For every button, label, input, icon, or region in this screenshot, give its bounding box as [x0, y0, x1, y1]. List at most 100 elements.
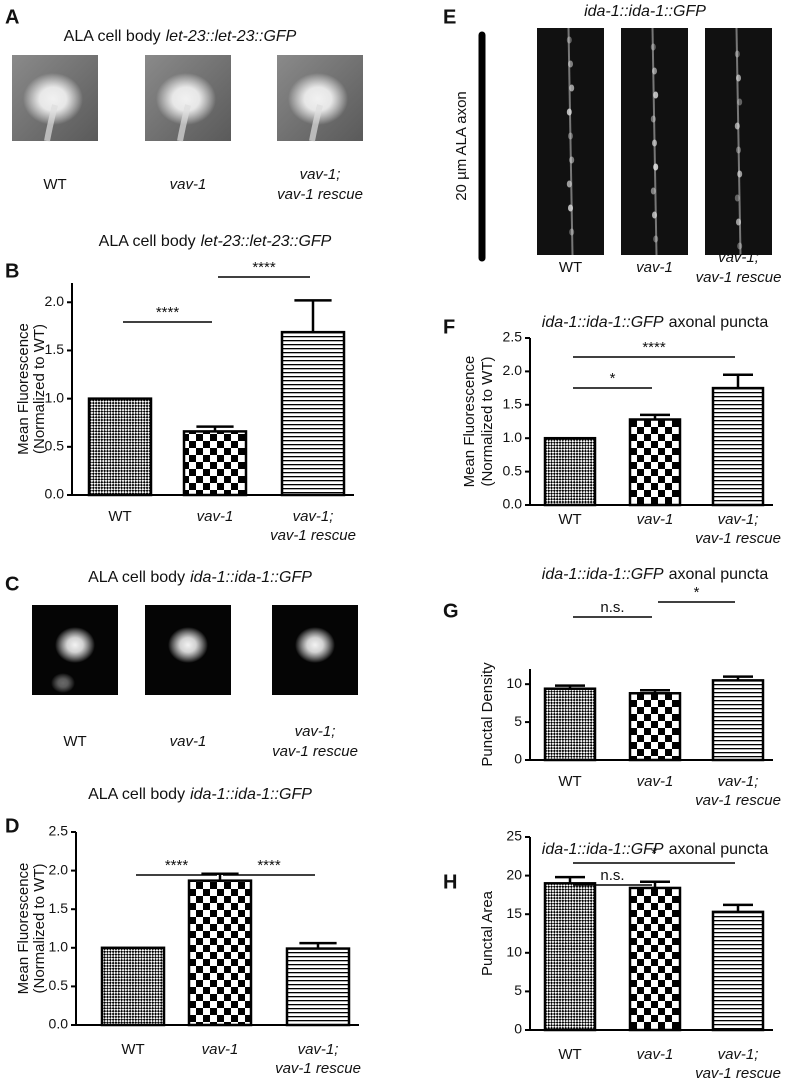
- panel-title: ida-1::ida-1::GFP axonal puncta: [542, 841, 769, 858]
- y-tick-label: 2.0: [45, 293, 65, 309]
- panel-title: ida-1::ida-1::GFP axonal puncta: [542, 566, 769, 583]
- scale-label: 20 µm ALA axon: [453, 91, 470, 201]
- y-axis-label: Punctal Area: [479, 890, 496, 976]
- x-tick-label: WT: [558, 1046, 581, 1063]
- image-caption: vav-1: [170, 733, 207, 750]
- puncta: [568, 60, 573, 68]
- y-tick-label: 2.5: [49, 823, 69, 839]
- title-part: ida-1::ida-1::GFP: [190, 786, 312, 803]
- panel-letter: H: [443, 871, 457, 893]
- puncta: [652, 139, 657, 147]
- cell-glow: [55, 627, 95, 663]
- x-tick-label: vav-1; vav-1 rescue: [695, 773, 781, 809]
- puncta: [569, 228, 575, 236]
- y-tick-label: 20: [506, 866, 522, 882]
- significance-label: ****: [252, 259, 276, 276]
- y-tick-label: 10: [506, 944, 522, 960]
- bar: [628, 692, 682, 762]
- neurite: [309, 104, 323, 142]
- x-tick-label: WT: [121, 1041, 144, 1058]
- puncta: [737, 170, 743, 178]
- y-tick-label: 0.0: [503, 496, 523, 512]
- y-tick-label: 5: [514, 713, 522, 729]
- panel-letter: D: [5, 815, 19, 837]
- image-caption: vav-1; vav-1 rescue: [696, 249, 782, 286]
- title-part: ALA cell body: [64, 28, 161, 45]
- puncta: [736, 218, 741, 226]
- y-tick-label: 1.0: [49, 939, 69, 955]
- y-tick-label: 1.5: [45, 341, 65, 357]
- panel-letter: B: [5, 260, 19, 282]
- puncta: [653, 91, 659, 99]
- puncta: [652, 67, 657, 75]
- puncta: [737, 242, 743, 250]
- cell-glow: [23, 73, 83, 125]
- title-part: ida-1::ida-1::GFP: [190, 569, 312, 586]
- y-axis-label: (Normalized to WT): [31, 863, 48, 993]
- puncta: [652, 211, 657, 219]
- y-tick-label: 1.5: [503, 396, 523, 412]
- title-part: ida-1::ida-1::GFP: [542, 566, 664, 583]
- title-part: ALA cell body: [88, 786, 185, 803]
- bar: [182, 430, 248, 497]
- panel-letter: E: [443, 6, 456, 28]
- title-part: ALA cell body: [99, 233, 196, 250]
- bar: [628, 886, 682, 1032]
- puncta: [569, 84, 575, 92]
- significance-label: n.s.: [600, 867, 624, 884]
- bar: [543, 436, 597, 507]
- significance-label: *: [694, 584, 700, 601]
- bar: [280, 330, 346, 497]
- x-tick-label: WT: [558, 773, 581, 790]
- y-tick-label: 0.5: [49, 977, 69, 993]
- y-axis-label: (Normalized to WT): [31, 324, 48, 454]
- cell-glow: [288, 73, 348, 125]
- title-part: axonal puncta: [669, 314, 769, 331]
- image-caption: WT: [63, 733, 86, 750]
- puncta: [653, 163, 659, 171]
- puncta: [566, 36, 572, 44]
- title-part: ida-1::ida-1::GFP: [542, 314, 664, 331]
- x-tick-label: vav-1; vav-1 rescue: [270, 508, 356, 544]
- puncta: [734, 194, 740, 202]
- y-tick-label: 5: [514, 982, 522, 998]
- y-axis-label: Mean Fluorescence: [15, 863, 32, 995]
- x-tick-label: vav-1: [637, 773, 674, 790]
- puncta: [734, 122, 740, 130]
- significance-label: *: [610, 370, 616, 387]
- significance-label: ****: [156, 304, 180, 321]
- puncta: [568, 132, 573, 140]
- x-tick-label: WT: [108, 508, 131, 525]
- bar: [543, 687, 597, 762]
- x-tick-label: vav-1: [202, 1041, 239, 1058]
- neurite: [44, 104, 58, 142]
- image-caption: WT: [43, 176, 66, 193]
- bar: [100, 946, 166, 1027]
- bar: [87, 397, 153, 497]
- image-caption: vav-1; vav-1 rescue: [272, 723, 358, 760]
- puncta: [736, 74, 741, 82]
- panel-title: ALA cell body ida-1::ida-1::GFP: [88, 569, 312, 586]
- panel-letter: G: [443, 600, 459, 622]
- y-axis-label: (Normalized to WT): [479, 356, 496, 486]
- x-tick-label: vav-1: [637, 511, 674, 528]
- y-tick-label: 0.0: [45, 486, 65, 502]
- panel-letter: F: [443, 316, 455, 338]
- bar: [711, 386, 765, 507]
- title-part: ida-1::ida-1::GFP: [542, 841, 664, 858]
- significance-label: n.s.: [600, 599, 624, 616]
- bar: [187, 879, 253, 1027]
- title-part: ida-1::ida-1::GFP: [584, 3, 706, 20]
- significance-label: *: [651, 845, 657, 862]
- x-tick-label: WT: [558, 511, 581, 528]
- significance-label: ****: [257, 857, 281, 874]
- x-tick-label: vav-1; vav-1 rescue: [695, 511, 781, 547]
- y-axis-label: Mean Fluorescence: [15, 323, 32, 455]
- panel-letter: A: [5, 6, 19, 28]
- puncta: [650, 115, 656, 123]
- significance-label: ****: [165, 857, 189, 874]
- cell-glow: [156, 73, 216, 125]
- x-tick-label: vav-1; vav-1 rescue: [695, 1046, 781, 1082]
- y-tick-label: 25: [506, 828, 522, 844]
